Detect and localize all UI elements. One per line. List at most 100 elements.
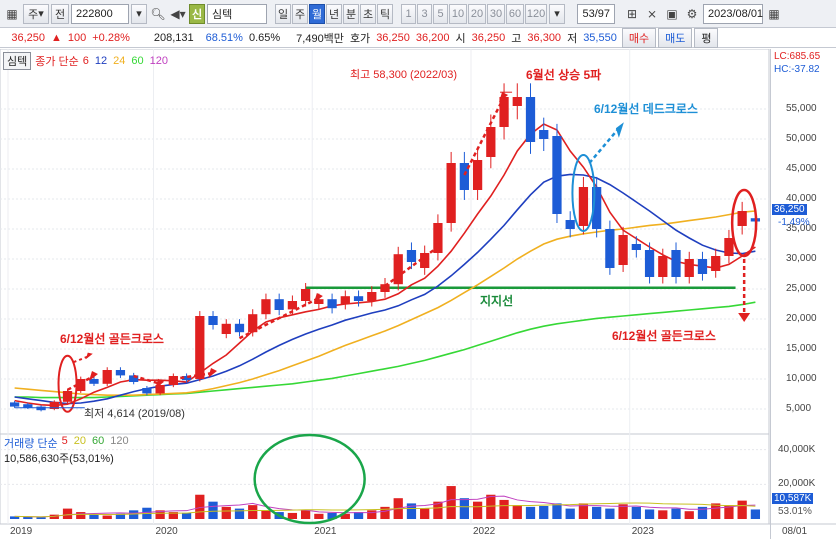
- volume-bar: [472, 501, 483, 519]
- up-arrow-icon: ▲: [51, 31, 62, 44]
- candle-body: [129, 375, 139, 382]
- candle-body: [142, 388, 152, 394]
- trend-arrow: [133, 374, 161, 385]
- high-label: 고: [511, 32, 522, 45]
- ma12-line: [14, 173, 756, 405]
- current-price: 36,250: [11, 31, 45, 44]
- speaker-icon[interactable]: ◀▾: [170, 6, 186, 21]
- tab-1[interactable]: 주: [292, 3, 308, 24]
- stock-name-chip[interactable]: 심텍: [3, 52, 32, 70]
- interval-button-5[interactable]: 5: [433, 3, 448, 24]
- candle-body: [168, 376, 178, 385]
- volume-bar: [155, 510, 165, 519]
- volume-ma-legend-5: 5: [61, 435, 68, 447]
- gear-icon[interactable]: ⚙: [686, 6, 698, 21]
- tab-5[interactable]: 초: [360, 3, 376, 24]
- trend-arrow: [238, 296, 320, 340]
- search-icon[interactable]: 🔍︎: [150, 6, 166, 21]
- current-price-tag: 36,250: [772, 204, 807, 215]
- calendar-icon[interactable]: ▦: [768, 6, 780, 21]
- volume-bar: [671, 508, 681, 519]
- crosshair-icon[interactable]: ⊞: [626, 6, 638, 21]
- ask-price-2: 36,200: [415, 31, 450, 44]
- trend-arrowhead: [208, 368, 218, 378]
- interval-dropdown-button[interactable]: ▾: [549, 3, 565, 24]
- candle-body: [525, 97, 536, 142]
- sell-button[interactable]: 매도: [658, 27, 693, 48]
- stock-name-field[interactable]: 심텍: [207, 3, 267, 24]
- interval-button-120[interactable]: 120: [525, 3, 547, 24]
- candle-body: [592, 187, 602, 229]
- trend-arrowhead: [88, 371, 98, 381]
- volume-legend-prefix: 거래량 단순: [4, 438, 58, 450]
- interval-buttons: 1 3 5 10 20 30 60 120: [401, 3, 547, 24]
- volume-bar: [737, 500, 747, 519]
- volume-ma-legend-60: 60: [92, 435, 105, 447]
- volume-bar: [9, 516, 20, 519]
- volume-bar: [684, 511, 694, 519]
- candle-body: [406, 250, 417, 262]
- stock-code-input[interactable]: 222800: [71, 3, 129, 24]
- open-price: 36,250: [471, 31, 506, 44]
- interval-button-3[interactable]: 3: [417, 3, 432, 24]
- volume-bar: [367, 510, 377, 519]
- candle-body: [274, 299, 284, 310]
- volume-bar: [129, 510, 139, 519]
- grid-icon[interactable]: ▦: [6, 6, 18, 21]
- volume-bar: [446, 486, 456, 519]
- period-prev-button[interactable]: 전: [51, 3, 69, 24]
- volume-bar: [750, 509, 761, 519]
- high-price: 36,300: [527, 31, 562, 44]
- trend-arrow: [384, 245, 439, 288]
- interval-button-20[interactable]: 20: [468, 3, 486, 24]
- date-input[interactable]: 2023/08/01: [703, 3, 763, 24]
- tab-0[interactable]: 일: [275, 3, 291, 24]
- hc-label: HC:-37.82: [774, 64, 820, 75]
- rise-five-wave-label: 6월선 상승 5파: [526, 68, 602, 82]
- time-axis-label: 2021: [314, 526, 337, 537]
- price-axis-label: 10,000: [786, 373, 817, 384]
- chart-canvas[interactable]: [0, 49, 836, 539]
- tool-icon[interactable]: ⨯: [646, 6, 658, 21]
- volume-bar: [115, 513, 126, 519]
- candle-body: [248, 314, 258, 333]
- code-dropdown-button[interactable]: ▾: [131, 3, 147, 24]
- volume-bar: [248, 505, 258, 519]
- quote-bar: 36,250 ▲ 100 +0.28% 208,131 68.51% 0.65%…: [0, 27, 836, 48]
- price-change-pct: +0.28%: [92, 31, 130, 44]
- candle-body: [195, 316, 205, 379]
- chart-area[interactable]: 심텍 종가 단순 6 12 24 60 120 거래량 단순 5 20 60 120 10,5…: [0, 49, 836, 539]
- time-axis-label: 2022: [472, 526, 496, 537]
- volume-bar: [89, 514, 99, 519]
- volume-bar: [76, 512, 86, 519]
- volume-bar: [631, 506, 641, 519]
- interval-button-30[interactable]: 30: [487, 3, 505, 24]
- buy-button[interactable]: 매수: [621, 27, 657, 48]
- tab-3[interactable]: 년: [326, 3, 342, 24]
- candle-body: [261, 299, 271, 315]
- volume-ratio-tag: 53.01%: [778, 506, 812, 517]
- eval-button[interactable]: 평: [694, 27, 719, 48]
- volume-ma-legend-list: 5 20 60 120: [62, 435, 129, 451]
- volume-ma-legend-120: 120: [110, 435, 129, 447]
- volume-bar: [261, 510, 271, 519]
- tab-6[interactable]: 틱: [377, 3, 393, 24]
- interval-button-60[interactable]: 60: [506, 3, 524, 24]
- candle-body: [393, 254, 403, 285]
- golden-cross-left-arrowhead: [85, 352, 93, 360]
- volume-bar: [327, 512, 337, 519]
- candle-body: [62, 391, 73, 402]
- volume-bar: [420, 508, 430, 519]
- image-icon[interactable]: ▣: [666, 6, 678, 21]
- tab-4[interactable]: 분: [343, 3, 359, 24]
- candle-body: [724, 238, 734, 256]
- candle-body: [631, 244, 641, 250]
- period-unit-select[interactable]: 주 ▾: [23, 3, 49, 24]
- interval-button-1[interactable]: 1: [401, 3, 416, 24]
- turnover-ratio: 0.65%: [248, 31, 281, 44]
- volume-bar: [605, 508, 615, 519]
- candle-body: [301, 289, 311, 301]
- tab-2[interactable]: 월: [309, 3, 325, 24]
- volume-bar: [578, 503, 589, 519]
- interval-button-10[interactable]: 10: [449, 3, 467, 24]
